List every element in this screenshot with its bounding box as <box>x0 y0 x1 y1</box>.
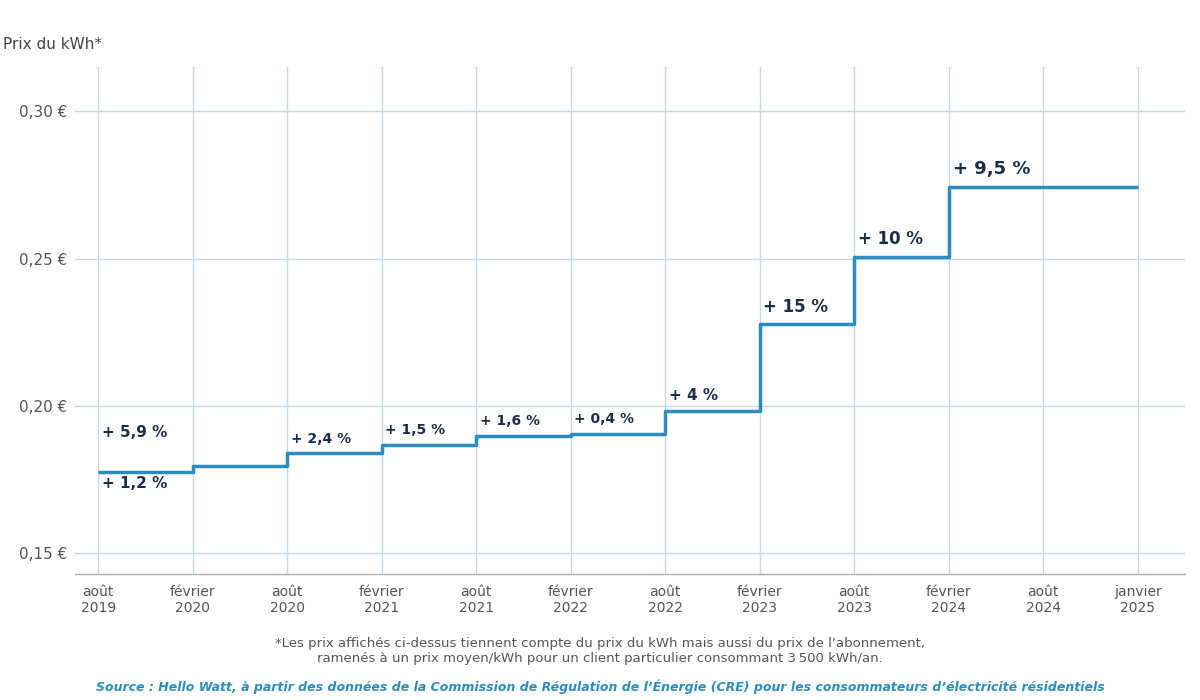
Text: + 15 %: + 15 % <box>763 298 828 316</box>
Text: + 1,2 %: + 1,2 % <box>102 476 167 491</box>
Text: ramenés à un prix moyen/kWh pour un client particulier consommant 3 500 kWh/an.: ramenés à un prix moyen/kWh pour un clie… <box>317 652 883 666</box>
Text: + 2,4 %: + 2,4 % <box>290 432 352 446</box>
Text: + 5,9 %: + 5,9 % <box>102 425 167 440</box>
Text: + 1,6 %: + 1,6 % <box>480 414 540 428</box>
Text: Prix du kWh*: Prix du kWh* <box>4 37 102 52</box>
Text: + 1,5 %: + 1,5 % <box>385 423 445 437</box>
Text: + 10 %: + 10 % <box>858 230 923 248</box>
Text: + 4 %: + 4 % <box>668 389 718 403</box>
Text: Source : Hello Watt, à partir des données de la Commission de Régulation de l’Én: Source : Hello Watt, à partir des donnée… <box>96 679 1104 694</box>
Text: + 9,5 %: + 9,5 % <box>953 160 1030 178</box>
Text: *Les prix affichés ci-dessus tiennent compte du prix du kWh mais aussi du prix d: *Les prix affichés ci-dessus tiennent co… <box>275 637 925 650</box>
Text: + 0,4 %: + 0,4 % <box>575 412 635 426</box>
